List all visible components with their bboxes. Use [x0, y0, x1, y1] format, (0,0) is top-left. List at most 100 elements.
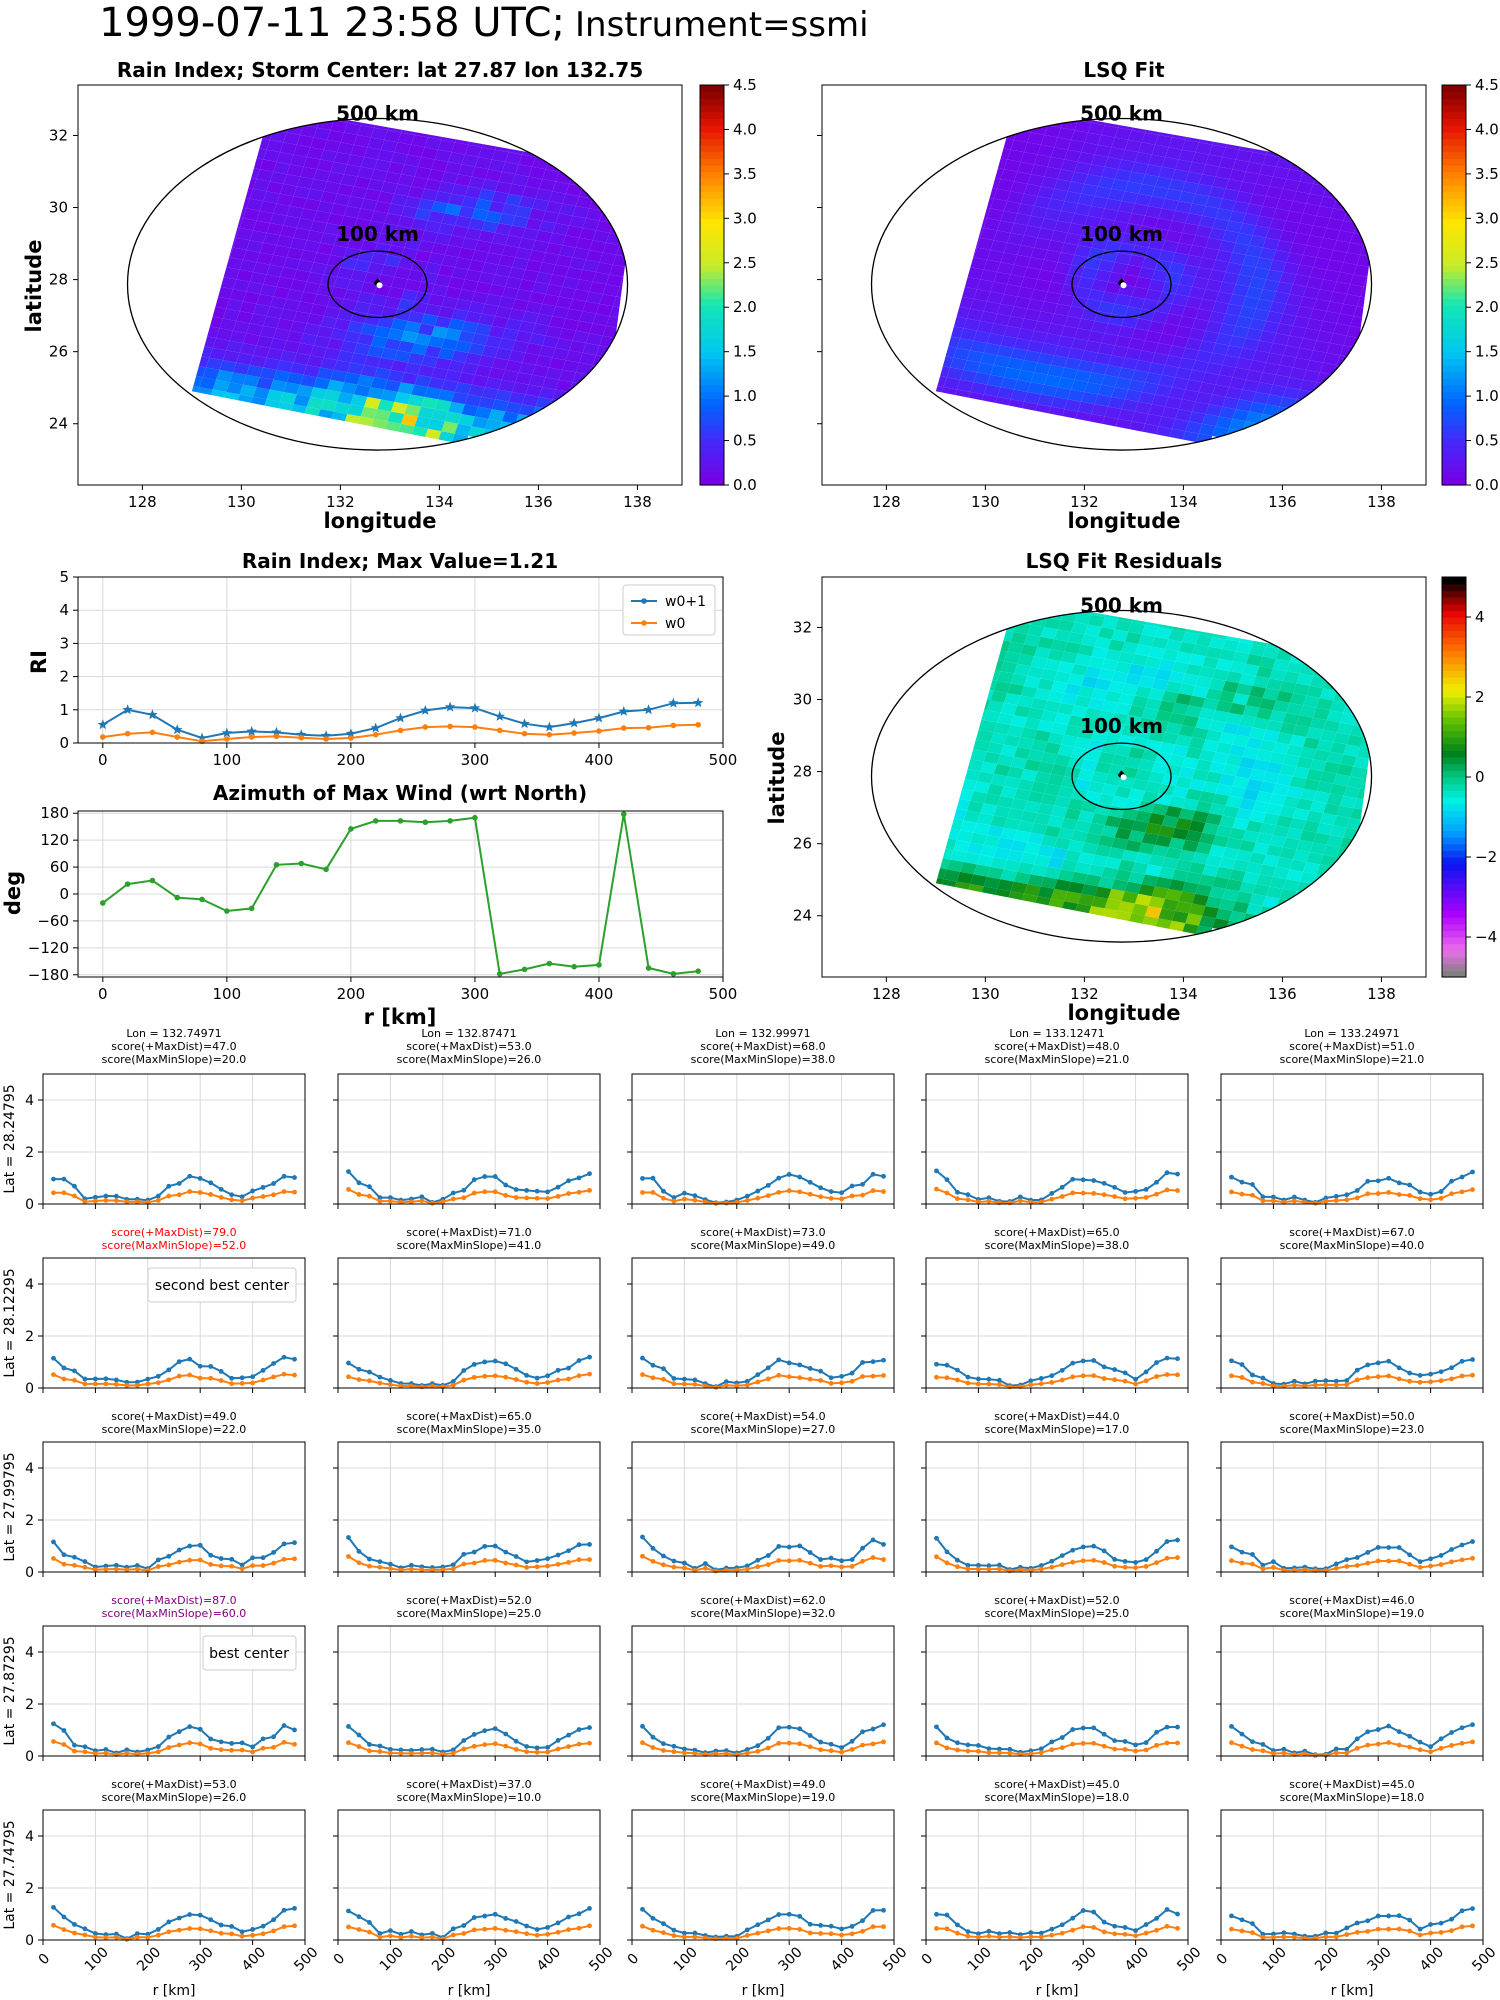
panel-background [632, 1626, 894, 1756]
map-cell [464, 186, 482, 199]
panel-series-point [218, 1747, 224, 1753]
map-cell [1259, 206, 1277, 219]
panel-series-point [849, 1183, 855, 1189]
map-cell [518, 404, 536, 417]
map-cell [333, 152, 351, 165]
map-cell [1239, 181, 1256, 194]
panel-series-point [1323, 1382, 1329, 1388]
map-cell [404, 196, 422, 209]
panel-series-point [1438, 1562, 1444, 1567]
map-cell [1054, 262, 1072, 275]
candidate-panel: Lon = 132.99971score(+MaxDist)=68.0score… [627, 1027, 895, 1209]
panel-series-point [555, 1737, 561, 1743]
map-cell [1151, 269, 1169, 282]
map-cell [464, 228, 482, 241]
map-cell [1098, 384, 1115, 397]
map-cell [1192, 318, 1209, 331]
panel-series-point [1417, 1189, 1423, 1195]
map-cell [438, 139, 455, 153]
panel-series-point [849, 1378, 855, 1384]
panel-series-point [996, 1750, 1002, 1756]
series-point [618, 706, 629, 716]
map-cell [323, 306, 341, 319]
panel-series-point [860, 1558, 865, 1564]
map-cell [444, 411, 462, 424]
map-cell [555, 213, 573, 226]
panel-series-point [1038, 1566, 1044, 1572]
map-cell [1077, 318, 1095, 331]
map-cell [1346, 242, 1364, 255]
map-cell [448, 360, 465, 373]
colorbar-band [1442, 857, 1466, 865]
map-cell [1121, 357, 1139, 370]
map-cell [1044, 333, 1061, 346]
map-cell [1326, 343, 1344, 356]
panel-series-point [356, 1548, 362, 1554]
panel-series-point [1438, 1378, 1444, 1384]
panel-series-point [51, 1176, 56, 1182]
colorbar-band [700, 191, 724, 199]
colorbar-band [700, 91, 724, 99]
panel-series-point [93, 1381, 98, 1387]
map-cell [391, 276, 408, 290]
map-cell [1330, 291, 1347, 304]
map-cell [1313, 215, 1330, 228]
map-cell [1077, 360, 1095, 373]
map-cell [1034, 279, 1051, 292]
rain-index-map: Rain Index; Storm Center: lat 27.87 lon … [22, 58, 757, 533]
panel-series-point [1175, 1724, 1180, 1730]
colorbar-band [1442, 803, 1466, 811]
panel-series-point [513, 1554, 519, 1559]
map-cell [1027, 382, 1045, 395]
map-cell [1108, 230, 1125, 243]
map-cell [1094, 186, 1112, 199]
panel-series-point [103, 1935, 109, 1940]
map-cell [1057, 169, 1075, 182]
panel-series-point [986, 1376, 992, 1382]
map-cell [1172, 252, 1189, 265]
panel-series-point [72, 1748, 77, 1754]
panel-series-point [934, 1535, 939, 1541]
map-cell [1175, 284, 1193, 297]
map-cell [508, 183, 526, 197]
panel-background [926, 1626, 1188, 1756]
colorbar-band [700, 198, 724, 206]
map-cell [495, 181, 512, 194]
map-cell [1118, 325, 1135, 339]
map-cell [320, 316, 338, 329]
map-cell [330, 369, 348, 383]
panel-series-point [388, 1561, 393, 1567]
panel-series-point [566, 1548, 571, 1554]
map-cell [1303, 245, 1320, 258]
map-cell [1262, 196, 1280, 209]
colorbar-band [1442, 630, 1466, 638]
panel-score-slope: score(MaxMinSlope)=27.0 [691, 1423, 836, 1436]
map-cell [461, 279, 479, 292]
map-cell [384, 379, 402, 392]
panel-series-point [1459, 1542, 1465, 1548]
map-cell [1087, 289, 1105, 302]
colorbar-band [700, 285, 724, 293]
map-cell [1017, 369, 1035, 383]
map-cell [555, 296, 573, 309]
map-cell [1319, 279, 1337, 292]
map-cell [1293, 191, 1310, 204]
x-tick-label: 130 [227, 493, 256, 511]
panel-series-point [1112, 1556, 1118, 1562]
x-tick-label: 130 [971, 985, 1000, 1003]
panel-series-point [682, 1376, 687, 1382]
map-cell [582, 218, 600, 231]
colorbar-band [700, 185, 724, 193]
y-tick-label: 0 [59, 734, 69, 752]
panel-series-point [807, 1376, 813, 1382]
panel-series-point [661, 1188, 666, 1194]
map-cell [505, 401, 523, 414]
map-cell [441, 213, 459, 226]
map-cell [1138, 225, 1156, 238]
series-point [298, 734, 305, 741]
map-cell [997, 179, 1014, 192]
map-cell [343, 206, 361, 219]
panel-series-point [1417, 1747, 1423, 1753]
label-100km: 100 km [336, 222, 419, 246]
map-cell [1087, 372, 1105, 385]
